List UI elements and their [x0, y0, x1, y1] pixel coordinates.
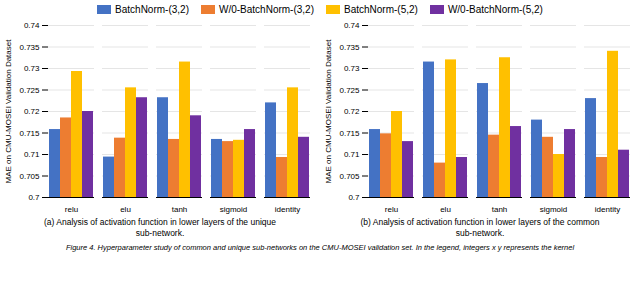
- svg-text:0.71: 0.71: [344, 150, 360, 159]
- html-text:sub-network.: sub-network.: [455, 228, 505, 238]
- svg-text:sigmoid: sigmoid: [220, 205, 248, 214]
- svg-text:elu: elu: [440, 205, 451, 214]
- html-text:BatchNorm-(5,2): BatchNorm-(5,2): [344, 4, 418, 15]
- svg-text:0.725: 0.725: [339, 86, 360, 95]
- svg-text:tanh: tanh: [172, 205, 188, 214]
- svg-text:relu: relu: [385, 205, 398, 214]
- svg-text:0.71: 0.71: [24, 150, 40, 159]
- svg-text:0.7: 0.7: [348, 193, 360, 202]
- svg-text:0.715: 0.715: [339, 129, 360, 138]
- svg-text:0.705: 0.705: [19, 172, 40, 181]
- svg-text:0.74: 0.74: [24, 21, 40, 30]
- html-text:W/0-BatchNorm-(5,2): W/0-BatchNorm-(5,2): [447, 4, 543, 15]
- svg-text:0.735: 0.735: [19, 43, 40, 52]
- svg-text:0.72: 0.72: [344, 107, 360, 116]
- svg-text:0.72: 0.72: [24, 107, 40, 116]
- svg-text:elu: elu: [120, 205, 131, 214]
- svg-text:tanh: tanh: [492, 205, 508, 214]
- svg-text:0.735: 0.735: [339, 43, 360, 52]
- svg-text:sigmoid: sigmoid: [540, 205, 568, 214]
- html-text:(b) Analysis of activation fun: (b) Analysis of activation function in l…: [360, 217, 600, 227]
- svg-text:0.705: 0.705: [339, 172, 360, 181]
- html-text:sub-network.: sub-network.: [135, 228, 185, 238]
- svg-text:identity: identity: [595, 205, 620, 214]
- svg-text:0.725: 0.725: [19, 86, 40, 95]
- svg-text:0.715: 0.715: [19, 129, 40, 138]
- svg-text:0.7: 0.7: [28, 193, 40, 202]
- svg-text:0.73: 0.73: [24, 64, 40, 73]
- svg-text:0.73: 0.73: [344, 64, 360, 73]
- svg-text:relu: relu: [65, 205, 78, 214]
- svg-text:MAE on CMU-MOSEI Validation Da: MAE on CMU-MOSEI Validation Dataset: [324, 39, 333, 184]
- svg-text:identity: identity: [275, 205, 300, 214]
- svg-text:0.74: 0.74: [344, 21, 360, 30]
- html-text:(a) Analysis of activation fun: (a) Analysis of activation function in l…: [44, 217, 276, 227]
- html-text:BatchNorm-(3,2): BatchNorm-(3,2): [115, 4, 189, 15]
- svg-text:MAE on CMU-MOSEI Validation Da: MAE on CMU-MOSEI Validation Dataset: [4, 39, 13, 184]
- html-text:W/0-BatchNorm-(3,2): W/0-BatchNorm-(3,2): [219, 4, 314, 15]
- html-text:Figure 4. Hyperparameter study: Figure 4. Hyperparameter study of common…: [65, 243, 575, 252]
